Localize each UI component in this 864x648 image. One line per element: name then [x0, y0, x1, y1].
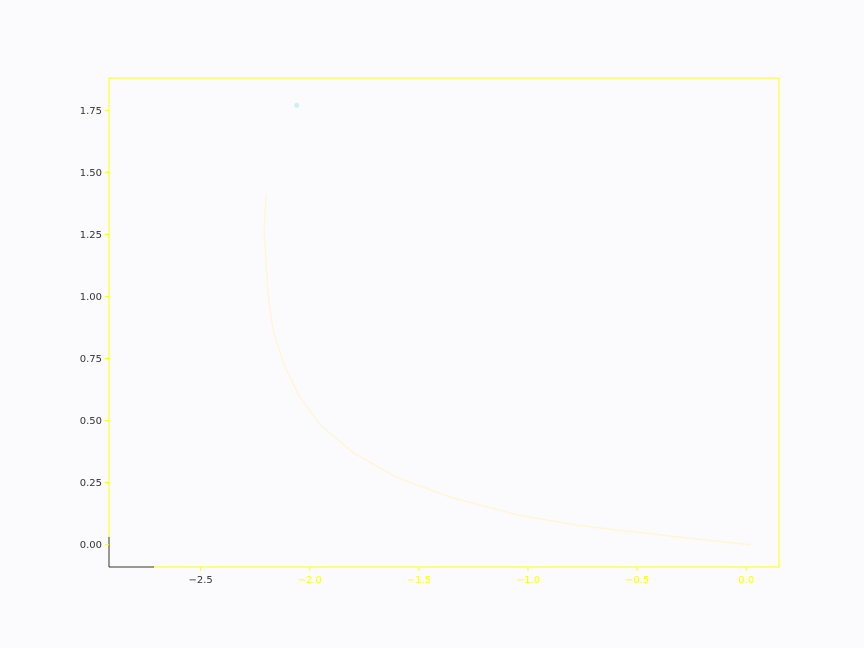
y-tick-label: 1.00 [80, 292, 102, 303]
y-tick-label: 1.75 [80, 106, 102, 117]
y-tick-label: 0.25 [80, 478, 102, 489]
data-markers [294, 102, 300, 108]
x-tick-label: −0.5 [625, 575, 649, 586]
y-tick-label: 1.50 [80, 168, 102, 179]
y-tick-label: 0.50 [80, 416, 102, 427]
x-tick-label: 0.0 [738, 575, 754, 586]
data-point [294, 102, 300, 108]
axes-frame [108, 77, 780, 568]
x-tick-label: −2.0 [298, 575, 322, 586]
y-axis: 0.00 0.25 0.50 0.75 1.00 1.25 1.50 1.75 [80, 106, 109, 551]
y-tick-label: 1.25 [80, 230, 102, 241]
data-series [263, 194, 751, 546]
x-tick-label: −1.5 [407, 575, 431, 586]
x-tick-label: −1.0 [516, 575, 540, 586]
x-tick-label: −2.5 [189, 575, 213, 586]
y-tick-label: 0.75 [80, 354, 102, 365]
series-line [263, 194, 751, 546]
y-tick-label: 0.00 [80, 540, 102, 551]
x-axis: −2.5 −2.0 −1.5 −1.0 −0.5 0.0 [189, 567, 754, 586]
plot-area [108, 77, 780, 568]
